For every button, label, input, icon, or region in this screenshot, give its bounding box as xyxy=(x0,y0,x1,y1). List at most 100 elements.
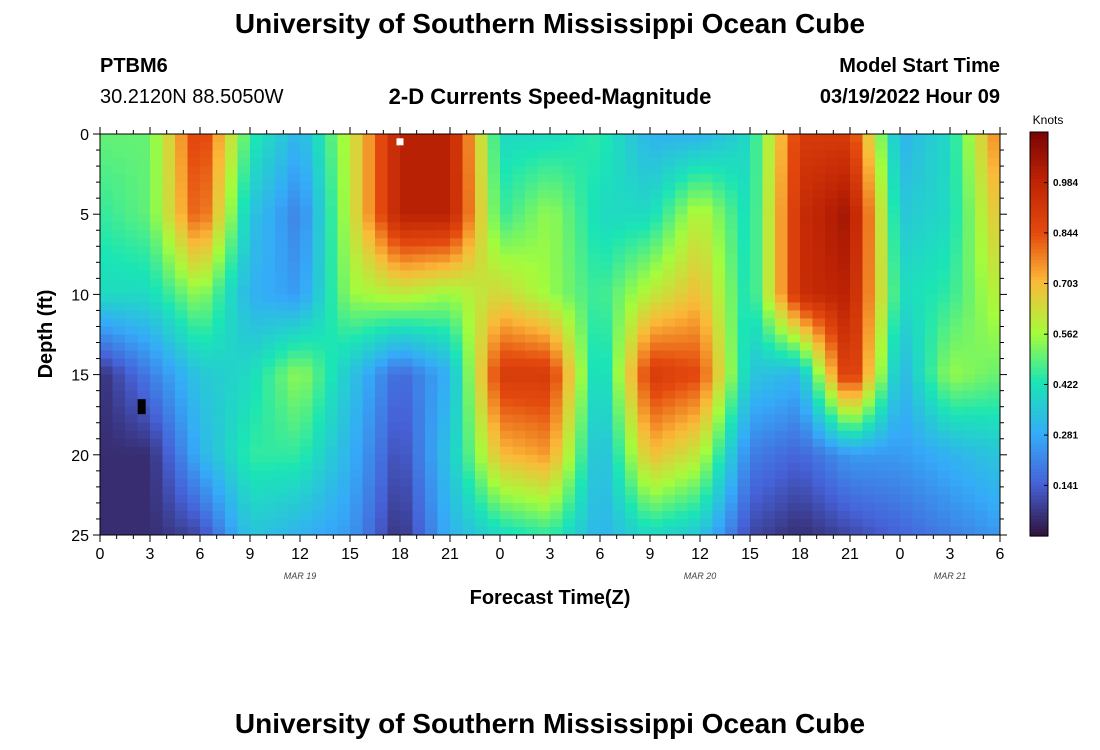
heatmap-cell xyxy=(412,526,426,535)
heatmap-cell xyxy=(987,318,1000,328)
heatmap-cell xyxy=(337,174,351,183)
heatmap-cell xyxy=(300,214,314,223)
heatmap-cell xyxy=(325,150,339,159)
heatmap-cell xyxy=(650,358,664,368)
heatmap-cell xyxy=(612,462,626,472)
heatmap-cell xyxy=(350,206,364,215)
heatmap-cell xyxy=(475,190,489,199)
heatmap-cell xyxy=(737,134,751,143)
heatmap-cell xyxy=(750,334,764,344)
heatmap-cell xyxy=(875,262,889,271)
heatmap-cell xyxy=(362,238,376,247)
heatmap-cell xyxy=(500,278,514,287)
heatmap-cell xyxy=(362,462,376,472)
heatmap-cell xyxy=(550,142,564,151)
heatmap-cell xyxy=(887,326,901,336)
colorbar-segment xyxy=(1030,428,1048,433)
heatmap-cell xyxy=(612,246,626,255)
heatmap-cell xyxy=(637,318,651,328)
heatmap-cell xyxy=(887,278,901,287)
heatmap-cell xyxy=(600,326,614,336)
heatmap-cell xyxy=(787,358,801,368)
heatmap-cell xyxy=(137,334,151,344)
heatmap-cell xyxy=(225,158,239,167)
heatmap-cell xyxy=(237,230,251,239)
heatmap-cell xyxy=(737,166,751,175)
heatmap-cell xyxy=(400,278,414,287)
heatmap-cell xyxy=(412,278,426,287)
heatmap-cell xyxy=(362,478,376,488)
heatmap-cell xyxy=(912,390,926,400)
heatmap-cell xyxy=(912,374,926,384)
heatmap-cell xyxy=(775,222,789,231)
heatmap-cell xyxy=(700,390,714,400)
heatmap-cell xyxy=(312,246,326,255)
heatmap-cell xyxy=(937,462,951,472)
heatmap-cell xyxy=(700,238,714,247)
heatmap-cell xyxy=(175,438,189,448)
heatmap-cell xyxy=(437,430,451,440)
heatmap-cell xyxy=(250,302,264,312)
heatmap-cell xyxy=(237,374,251,384)
heatmap-cell xyxy=(225,438,239,448)
heatmap-cell xyxy=(550,318,564,328)
heatmap-cell xyxy=(712,294,726,304)
heatmap-cell xyxy=(800,502,814,512)
heatmap-cell xyxy=(450,142,464,151)
heatmap-cell xyxy=(212,206,226,215)
heatmap-cell xyxy=(912,206,926,215)
heatmap-cell xyxy=(662,270,676,279)
heatmap-cell xyxy=(812,422,826,432)
heatmap-cell xyxy=(287,446,301,456)
heatmap-cell xyxy=(950,310,964,320)
colorbar-segment xyxy=(1030,185,1048,190)
heatmap-cell xyxy=(987,190,1000,199)
heatmap-cell xyxy=(700,350,714,360)
heatmap-cell xyxy=(737,326,751,336)
heatmap-cell xyxy=(900,438,914,448)
heatmap-cell xyxy=(850,422,864,432)
heatmap-cell xyxy=(187,166,201,175)
colorbar-segment xyxy=(1030,249,1048,254)
heatmap-cell xyxy=(912,470,926,480)
heatmap-cell xyxy=(437,414,451,424)
heatmap-cell xyxy=(287,454,301,464)
heatmap-cell xyxy=(287,294,301,304)
heatmap-cell xyxy=(200,254,214,263)
heatmap-cell xyxy=(425,462,439,472)
heatmap-cell xyxy=(200,342,214,352)
heatmap-cell xyxy=(725,478,739,488)
heatmap-cell xyxy=(412,310,426,320)
heatmap-cell xyxy=(687,134,701,143)
heatmap-cell xyxy=(650,398,664,408)
heatmap-cell xyxy=(237,238,251,247)
heatmap-cell xyxy=(175,358,189,368)
heatmap-cell xyxy=(812,430,826,440)
black-marker xyxy=(137,399,146,415)
heatmap-cell xyxy=(725,286,739,295)
heatmap-cell xyxy=(662,254,676,263)
heatmap-cell xyxy=(125,350,139,360)
heatmap-cell xyxy=(950,334,964,344)
heatmap-cell xyxy=(837,446,851,456)
heatmap-cell xyxy=(462,406,476,416)
heatmap-cell xyxy=(212,510,226,520)
heatmap-cell xyxy=(587,134,601,143)
heatmap-cell xyxy=(512,278,526,287)
heatmap-cell xyxy=(675,214,689,223)
heatmap-cell xyxy=(650,510,664,520)
heatmap-cell xyxy=(650,230,664,239)
heatmap-cell xyxy=(387,382,401,392)
heatmap-cell xyxy=(675,286,689,295)
heatmap-cell xyxy=(162,526,176,535)
heatmap-cell xyxy=(337,374,351,384)
heatmap-cell xyxy=(137,342,151,352)
heatmap-cell xyxy=(300,166,314,175)
heatmap-cell xyxy=(262,302,276,312)
heatmap-cell xyxy=(100,502,114,512)
heatmap-cell xyxy=(512,214,526,223)
heatmap-cell xyxy=(712,430,726,440)
heatmap-cell xyxy=(750,246,764,255)
heatmap-cell xyxy=(925,182,939,191)
